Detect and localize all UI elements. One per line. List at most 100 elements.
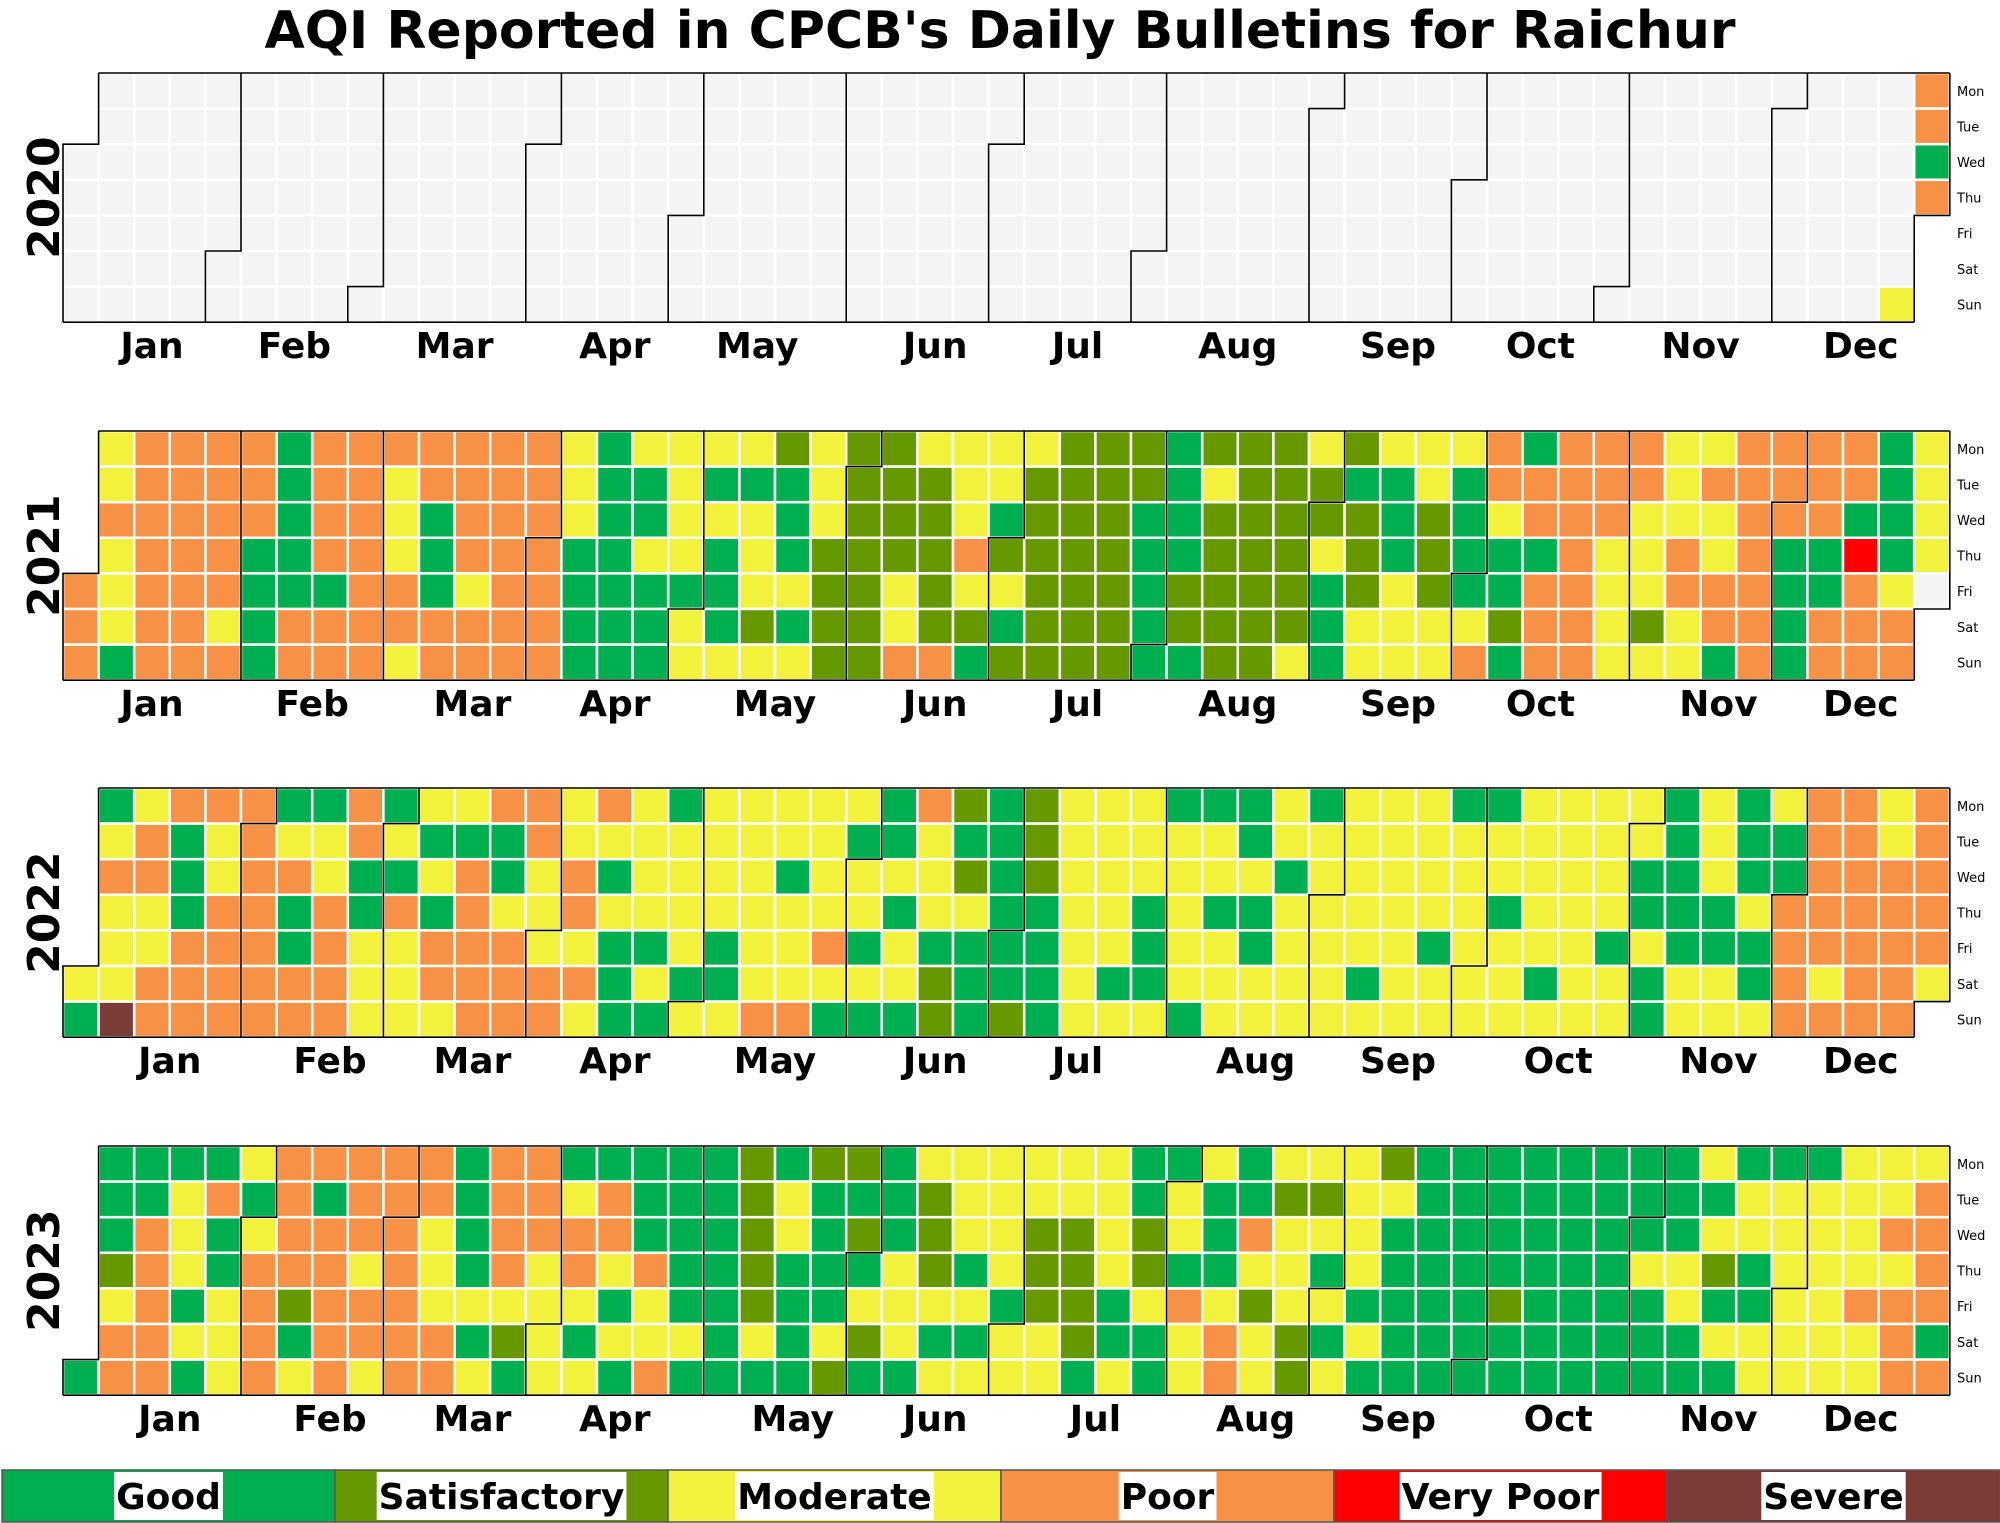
day-cell-2022-12-29 <box>1912 893 1952 932</box>
day-cell-2022-4-5 <box>560 822 599 861</box>
day-cell-2021-7-31 <box>1129 607 1168 646</box>
day-cell-2023-7-31 <box>1165 1144 1204 1183</box>
day-cell-2022-1-4 <box>97 822 136 861</box>
day-cell-2021-1-22 <box>168 572 207 611</box>
day-cell-2023-5-15 <box>773 1144 812 1183</box>
day-cell-2020-1-12 <box>97 285 136 324</box>
month-border <box>845 431 883 681</box>
day-cell-2021-3-11 <box>417 536 456 575</box>
day-cell-2021-12-18 <box>1841 607 1880 646</box>
day-cell-2022-5-24 <box>809 822 848 861</box>
day-cell-2022-11-24 <box>1734 893 1774 932</box>
day-cell-2023-7-24 <box>1129 1144 1168 1183</box>
day-cell-2022-11-23 <box>1734 857 1774 897</box>
day-cell-2023-2-23 <box>346 1251 385 1290</box>
day-cell-2022-9-14 <box>1378 857 1418 897</box>
day-cell-2021-1-16 <box>132 607 172 646</box>
day-cell-2023-3-10 <box>417 1287 456 1326</box>
day-cell-2021-5-26 <box>809 500 848 540</box>
day-cell-2022-5-16 <box>773 786 812 825</box>
day-cell-2022-5-29 <box>809 1000 848 1039</box>
day-cell-2023-8-11 <box>1200 1287 1240 1326</box>
day-cell-2023-10-24 <box>1592 1180 1631 1219</box>
day-cell-2023-2-19 <box>310 1358 350 1397</box>
day-cell-2022-3-2 <box>382 857 421 897</box>
day-cell-2020-12-12 <box>1806 249 1845 288</box>
day-cell-2023-11-6 <box>1663 1144 1702 1183</box>
month-border <box>667 73 705 323</box>
day-cell-2023-8-24 <box>1272 1251 1311 1290</box>
day-cell-2021-3-7 <box>382 643 421 682</box>
day-cell-2023-9-30 <box>1450 1322 1489 1361</box>
day-cell-2022-6-9 <box>880 893 919 932</box>
day-cell-2021-11-17 <box>1699 500 1738 540</box>
day-cell-2023-6-6 <box>880 1180 919 1219</box>
day-cell-2023-6-25 <box>951 1358 990 1397</box>
day-cell-2021-1-20 <box>168 500 207 540</box>
day-cell-2022-10-9 <box>1485 1000 1524 1039</box>
day-cell-2020-5-19 <box>773 107 812 146</box>
day-cell-2023-1-11 <box>132 1215 172 1255</box>
day-cell-2021-7-12 <box>1058 429 1097 468</box>
day-cell-2023-10-17 <box>1556 1180 1596 1219</box>
month-border <box>1593 73 1631 323</box>
day-cell-2020-5-23 <box>773 249 812 288</box>
day-cell-2020-7-9 <box>1022 178 1062 217</box>
month-label: Jan <box>135 1399 201 1440</box>
day-cell-2020-7-22 <box>1094 142 1133 182</box>
day-cell-2022-9-13 <box>1378 822 1418 861</box>
day-cell-2023-4-12 <box>595 1215 634 1255</box>
day-cell-2023-9-11 <box>1378 1144 1418 1183</box>
day-cell-2023-7-19 <box>1094 1215 1133 1255</box>
day-cell-2020-5-8 <box>702 214 741 253</box>
day-cell-2022-10-7 <box>1485 929 1524 968</box>
day-cell-2022-9-26 <box>1450 786 1489 825</box>
day-cell-2023-12-19 <box>1877 1180 1916 1219</box>
day-cell-2023-9-28 <box>1450 1251 1489 1290</box>
day-cell-2021-4-3 <box>524 607 563 646</box>
day-cell-2020-3-10 <box>417 107 456 146</box>
day-cell-2020-10-11 <box>1485 285 1524 324</box>
day-cell-2023-10-27 <box>1592 1287 1631 1326</box>
day-cell-2020-10-12 <box>1521 71 1560 110</box>
weekday-label: Sun <box>1957 298 1982 313</box>
day-cell-2020-12-20 <box>1841 285 1880 324</box>
day-cell-2023-7-8 <box>1022 1322 1062 1361</box>
day-cell-2020-1-25 <box>168 249 207 288</box>
day-cell-2021-12-25 <box>1877 607 1916 646</box>
day-cell-2021-7-17 <box>1058 607 1097 646</box>
day-cell-2020-7-15 <box>1058 142 1097 182</box>
day-cell-2023-7-18 <box>1094 1180 1133 1219</box>
day-cell-2022-8-5 <box>1165 929 1204 968</box>
day-cell-2022-12-30 <box>1912 929 1952 968</box>
day-cell-2021-3-22 <box>488 429 528 468</box>
day-cell-2022-4-22 <box>631 929 670 968</box>
day-cell-2020-10-5 <box>1485 71 1524 110</box>
day-cell-2020-4-27 <box>666 71 706 110</box>
day-cell-2020-3-31 <box>524 107 563 146</box>
day-cell-2022-10-24 <box>1592 786 1631 825</box>
day-cell-2020-9-30 <box>1450 142 1489 182</box>
day-cell-2021-3-9 <box>417 465 456 504</box>
day-cell-2022-9-23 <box>1414 929 1453 968</box>
day-cell-2021-2-18 <box>310 536 350 575</box>
month-label: Dec <box>1823 1041 1899 1082</box>
day-cell-2020-1-24 <box>168 214 207 253</box>
day-cell-2021-6-14 <box>916 429 955 468</box>
day-cell-2022-11-18 <box>1699 929 1738 968</box>
day-cell-2020-3-6 <box>382 214 421 253</box>
day-cell-2020-4-24 <box>631 214 670 253</box>
day-cell-2021-1-19 <box>168 465 207 504</box>
legend-label: Satisfactory <box>379 1477 625 1518</box>
legend-label-background <box>1761 1472 1906 1520</box>
day-cell-2022-10-20 <box>1556 893 1596 932</box>
day-cell-2020-4-14 <box>595 107 634 146</box>
day-cell-2021-8-18 <box>1236 500 1275 540</box>
day-cell-2022-11-22 <box>1734 822 1774 861</box>
day-cell-2023-8-14 <box>1236 1144 1275 1183</box>
day-cell-2021-11-12 <box>1663 572 1702 611</box>
day-cell-2020-5-27 <box>809 142 848 182</box>
day-cell-2022-2-27 <box>346 1000 385 1039</box>
day-cell-2021-6-8 <box>880 465 919 504</box>
day-cell-2022-3-26 <box>488 964 528 1003</box>
